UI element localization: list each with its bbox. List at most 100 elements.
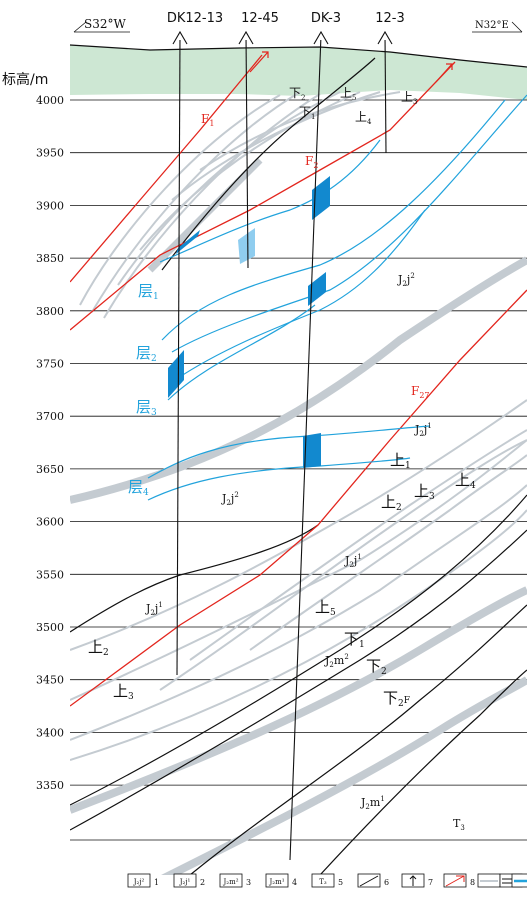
well-label-12-45: 12-45 bbox=[241, 11, 279, 26]
well-label-dk-3: DK-3 bbox=[311, 11, 341, 26]
stratum-label-j2j1-right: J2j1 bbox=[414, 422, 432, 438]
svg-text:上2: 上2 bbox=[88, 638, 109, 658]
ground-surface-band bbox=[70, 45, 527, 100]
well-12-45 bbox=[245, 40, 249, 269]
fault-label-f1: F1 bbox=[201, 112, 214, 128]
faults bbox=[70, 54, 527, 707]
svg-text:上3: 上3 bbox=[401, 90, 417, 106]
svg-text:下1: 下1 bbox=[344, 630, 365, 650]
seam-label-layer4: 层4 bbox=[128, 478, 149, 498]
seam-layer4-upper bbox=[147, 425, 431, 479]
svg-text:下2: 下2 bbox=[289, 86, 305, 102]
svg-text:J₂j²: J₂j² bbox=[133, 878, 145, 886]
legend-item: J₂m¹ 4 bbox=[265, 873, 297, 888]
stratum-label-t3: T3 bbox=[453, 817, 465, 832]
y-axis-title: 标高/m bbox=[2, 71, 48, 88]
svg-text:上5: 上5 bbox=[315, 598, 336, 618]
well-dk12-13 bbox=[176, 40, 181, 676]
svg-text:S32°W: S32°W bbox=[84, 17, 126, 31]
stratum-label-j2j1-left: J2j1 bbox=[145, 601, 163, 617]
seam-label-layer3: 层3 bbox=[136, 398, 157, 418]
svg-text:J₂m²: J₂m² bbox=[222, 878, 238, 886]
svg-text:上5: 上5 bbox=[340, 86, 356, 102]
elevation-label: 3500 bbox=[36, 621, 64, 634]
elevation-label: 4000 bbox=[36, 94, 64, 107]
legend-item: 7 bbox=[401, 873, 433, 888]
elevation-label: 3900 bbox=[36, 199, 64, 212]
stratum-label-j2m1: J2m1 bbox=[360, 795, 385, 811]
stratum-label-j2j2-lower: J2j2 bbox=[221, 491, 239, 507]
elevation-grid: 4000 3950 3900 3850 3800 3750 3700 3650 3600 3550… bbox=[36, 94, 527, 841]
svg-text:下1: 下1 bbox=[299, 105, 315, 121]
elevation-label: 3400 bbox=[36, 726, 64, 739]
svg-text:3: 3 bbox=[246, 878, 251, 887]
elevation-label: 3650 bbox=[36, 463, 64, 476]
seam-label-layer1: 层1 bbox=[138, 282, 159, 302]
legend-item: J₂j¹ 2 bbox=[173, 873, 205, 888]
legend-item: J₂j² 1 bbox=[127, 873, 159, 888]
well-trajectories bbox=[176, 40, 387, 861]
elevation-label: 3850 bbox=[36, 252, 64, 265]
stratum-boundaries bbox=[70, 57, 527, 875]
well-12-3 bbox=[384, 40, 387, 154]
svg-text:下2F: 下2F bbox=[383, 689, 410, 709]
elevation-label: 3800 bbox=[36, 305, 64, 318]
svg-text:J₂j¹: J₂j¹ bbox=[179, 878, 191, 886]
elevation-label: 3350 bbox=[36, 779, 64, 792]
svg-text:上1: 上1 bbox=[390, 451, 411, 471]
legend-item: J₂m² 3 bbox=[219, 873, 251, 888]
stratum-label-j2j1-middle: J2j1 bbox=[344, 553, 362, 569]
elevation-label: 3750 bbox=[36, 358, 64, 371]
direction-right: N32°E bbox=[472, 20, 523, 33]
legend-item: 6 bbox=[357, 873, 389, 888]
seam-layer1 bbox=[159, 139, 381, 263]
seam-layer3-lower bbox=[167, 304, 316, 401]
svg-text:J₂m¹: J₂m¹ bbox=[268, 878, 284, 886]
legend-item: T₃ 5 bbox=[311, 873, 343, 888]
svg-text:1: 1 bbox=[154, 878, 159, 887]
svg-text:T₃: T₃ bbox=[319, 878, 327, 886]
stratum-label-j2j2-upper: J2j2 bbox=[397, 272, 415, 288]
fault-f2 bbox=[70, 61, 456, 331]
svg-text:2: 2 bbox=[200, 878, 205, 887]
svg-text:7: 7 bbox=[428, 878, 433, 887]
svg-text:8: 8 bbox=[470, 878, 475, 887]
fault-label-f27: F27 bbox=[411, 384, 430, 400]
elevation-label: 3600 bbox=[36, 516, 64, 529]
well-arrowheads bbox=[172, 30, 393, 45]
well-label-12-3: 12-3 bbox=[375, 11, 405, 26]
seam-layer3-upper bbox=[174, 209, 426, 381]
well-dk-3 bbox=[289, 40, 322, 861]
fault-f27 bbox=[70, 289, 527, 707]
elevation-label: 3950 bbox=[36, 147, 64, 160]
seam-layer2-lower bbox=[171, 94, 527, 353]
svg-text:N32°E: N32°E bbox=[475, 20, 509, 31]
svg-text:上3: 上3 bbox=[113, 682, 134, 702]
elevation-label: 3450 bbox=[36, 674, 64, 687]
fault-arrows bbox=[249, 51, 453, 83]
seam-layer2-upper bbox=[161, 99, 506, 341]
fault-label-f2: F2 bbox=[305, 154, 318, 170]
coal-seams bbox=[147, 94, 527, 501]
stratum-label-j2m2: J2m2 bbox=[324, 653, 349, 669]
coal-bed-labels: 下2 上5 下1 上4 上3 上1 上4 上3 上2 上5 上2 下1 下2 上… bbox=[88, 86, 476, 709]
legend-item bbox=[511, 873, 527, 888]
gray-band-upper-left bbox=[147, 157, 263, 273]
direction-left: S32°W bbox=[73, 17, 130, 33]
fault-f1 bbox=[70, 54, 263, 283]
svg-text:下2: 下2 bbox=[366, 657, 387, 677]
seam-blocks bbox=[168, 176, 330, 468]
gray-coal-lines bbox=[70, 91, 527, 761]
seam-label-layer2: 层2 bbox=[136, 344, 157, 364]
svg-text:5: 5 bbox=[338, 878, 343, 887]
elevation-label: 3700 bbox=[36, 410, 64, 423]
well-label-dk12-13: DK12-13 bbox=[167, 11, 223, 26]
svg-text:4: 4 bbox=[292, 878, 297, 887]
legend: J₂j²1J₂j¹2J₂m²3J₂m¹4T₃5678910 bbox=[127, 873, 527, 888]
svg-text:上4: 上4 bbox=[455, 471, 476, 491]
svg-text:上2: 上2 bbox=[381, 493, 402, 513]
svg-text:6: 6 bbox=[384, 878, 389, 887]
elevation-label: 3550 bbox=[36, 568, 64, 581]
legend-item: 8 bbox=[443, 873, 475, 888]
